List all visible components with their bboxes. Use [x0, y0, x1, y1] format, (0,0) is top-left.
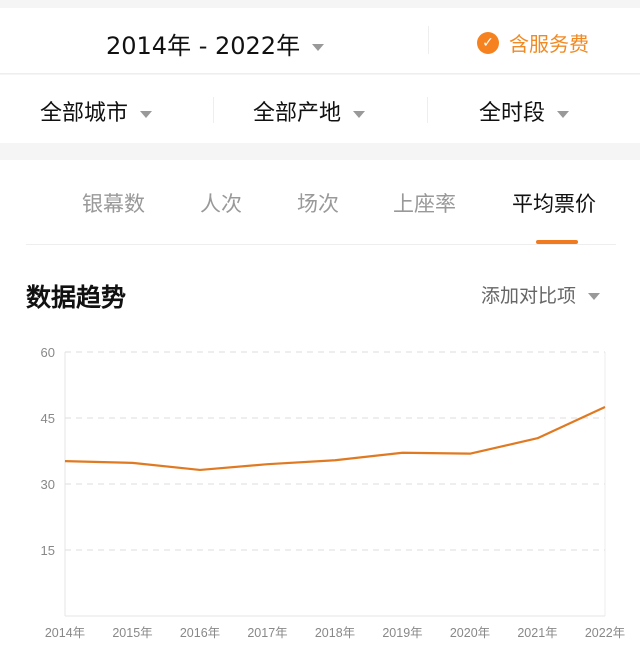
x-tick-label: 2020年 [450, 626, 490, 640]
x-tick-label: 2018年 [315, 626, 355, 640]
y-tick-label: 30 [41, 477, 55, 492]
divider [213, 97, 214, 123]
caret-down-icon [312, 43, 325, 51]
tab-avg-price[interactable]: 平均票价 [512, 192, 596, 216]
y-tick-label: 15 [41, 543, 55, 558]
divider [26, 244, 616, 245]
check-circle-icon: ✓ [477, 31, 499, 54]
filter-city[interactable]: 全部城市 [40, 95, 153, 127]
tab-occupancy[interactable]: 上座率 [393, 192, 456, 216]
main-panel: 银幕数 人次 场次 上座率 平均票价 数据趋势 添加对比项 [0, 160, 640, 663]
tab-admissions[interactable]: 人次 [200, 192, 242, 216]
x-tick-label: 2015年 [112, 626, 152, 640]
section-title: 数据趋势 [26, 283, 127, 312]
filter-time[interactable]: 全时段 [479, 95, 570, 127]
y-tick-label: 60 [41, 345, 55, 360]
caret-down-icon [353, 110, 366, 118]
date-range-selector[interactable]: 2014年 - 2022年 [106, 26, 325, 61]
caret-down-icon [557, 110, 570, 118]
x-tick-label: 2022年 [585, 626, 625, 640]
x-tick-label: 2017年 [247, 626, 287, 640]
x-tick-label: 2019年 [382, 626, 422, 640]
divider [427, 97, 428, 123]
y-tick-label: 45 [41, 411, 55, 426]
caret-down-icon [588, 293, 601, 300]
x-tick-label: 2021年 [517, 626, 557, 640]
divider [428, 26, 429, 54]
filter-origin[interactable]: 全部产地 [253, 95, 366, 127]
x-tick-label: 2016年 [180, 626, 220, 640]
active-tab-indicator [536, 240, 578, 244]
add-compare-button[interactable]: 添加对比项 [481, 281, 601, 308]
tab-screens[interactable]: 银幕数 [82, 192, 145, 216]
header-bar: 2014年 - 2022年 ✓ 含服务费 [0, 8, 640, 74]
x-tick-label: 2014年 [45, 626, 85, 640]
series-line [64, 406, 606, 472]
service-fee-toggle[interactable]: ✓ 含服务费 [477, 28, 589, 57]
tab-shows[interactable]: 场次 [297, 192, 339, 216]
filter-bar: 全部城市 全部产地 全时段 [0, 75, 640, 143]
caret-down-icon [140, 110, 153, 118]
